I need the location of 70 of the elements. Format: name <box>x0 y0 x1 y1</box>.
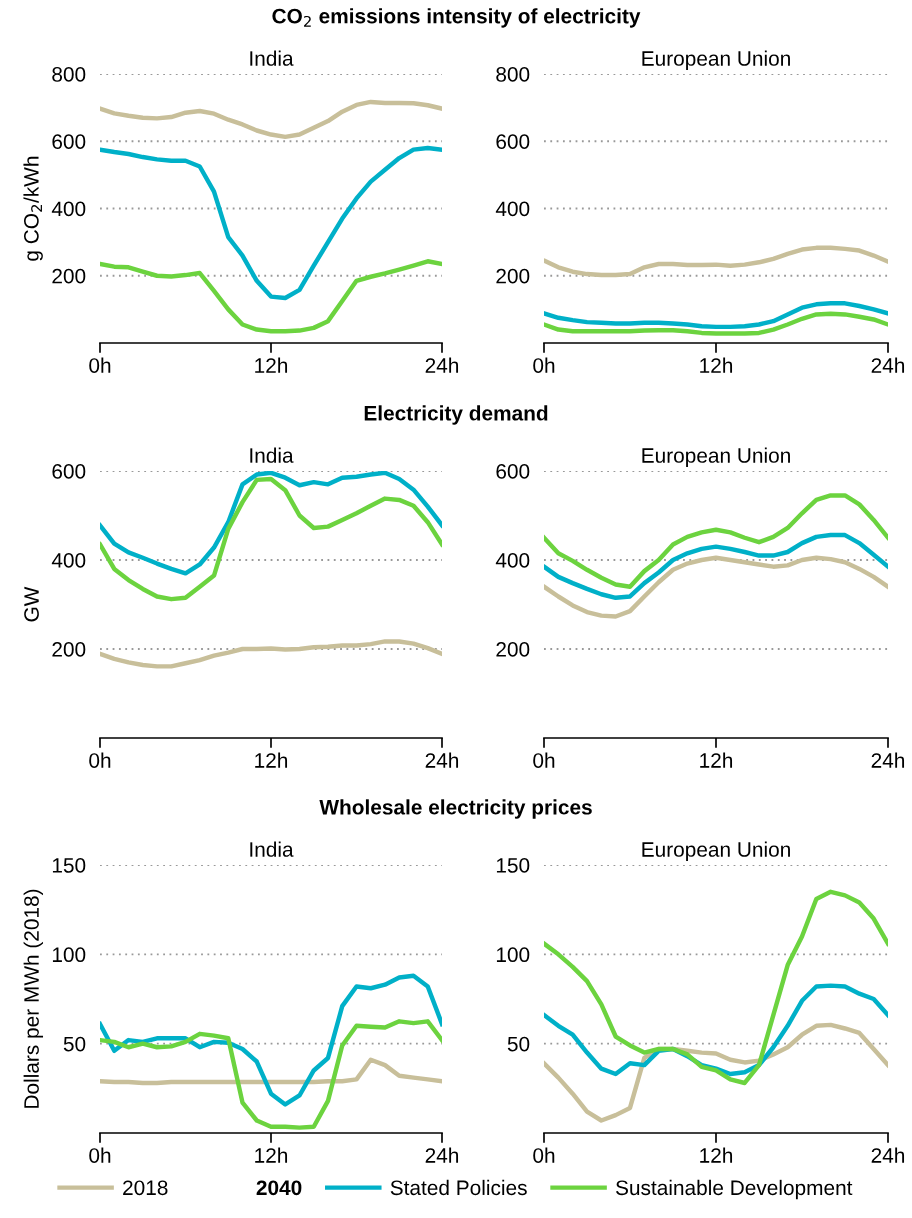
y-tick-label: 50 <box>507 1036 530 1052</box>
x-tick-label: 24h <box>425 1147 459 1163</box>
y-tick-label: 600 <box>496 134 530 149</box>
line-series <box>544 311 888 336</box>
line-series <box>100 471 442 576</box>
chart-subtitle: India <box>250 841 294 857</box>
y-tick-label: 800 <box>52 67 86 82</box>
chart-subtitle: India <box>250 50 294 66</box>
y-tick-label: 200 <box>52 268 86 284</box>
line-series <box>100 1057 442 1086</box>
chart-title: Wholesale electricity prices <box>319 799 592 819</box>
y-tick-label: 200 <box>52 642 86 657</box>
line-series <box>100 476 442 602</box>
y-tick-label: 50 <box>63 1036 86 1052</box>
legend-label: Stated Policies <box>390 1179 527 1196</box>
x-tick-label: 0h <box>533 752 555 768</box>
line-series <box>544 532 888 601</box>
line-series <box>100 259 442 334</box>
x-tick-label: 12h <box>700 1147 733 1163</box>
x-tick-label: 0h <box>89 1147 111 1163</box>
y-tick-label: 800 <box>496 67 530 82</box>
y-tick-label: 400 <box>495 553 530 568</box>
y-tick-label: 100 <box>52 947 86 963</box>
y-tick-label: 600 <box>52 464 86 479</box>
y-tick-label: 100 <box>496 947 530 963</box>
x-tick-label: 24h <box>871 357 905 373</box>
x-tick-label: 12h <box>700 752 733 768</box>
y-tick-label: 400 <box>51 201 86 217</box>
line-series <box>544 493 888 589</box>
y-axis-title: Dollars per MWh (2018) <box>23 889 44 1108</box>
legend-label: 2018 <box>123 1180 168 1196</box>
x-tick-label: 24h <box>425 357 459 373</box>
legend-label: Sustainable Development <box>615 1179 853 1200</box>
x-tick-label: 24h <box>871 1147 905 1163</box>
chart-subtitle: European Union <box>642 50 790 70</box>
y-axis-title: GW <box>24 586 39 622</box>
y-tick-label: 200 <box>496 642 530 657</box>
x-tick-label: 12h <box>255 357 288 373</box>
y-axis-title: g CO$_{2}$/kWh <box>23 156 43 261</box>
x-tick-label: 0h <box>89 752 111 768</box>
y-tick-label: 200 <box>496 268 530 284</box>
chart-subtitle: India <box>250 447 294 463</box>
y-tick-label: 150 <box>52 858 86 873</box>
x-tick-label: 12h <box>255 1147 288 1163</box>
text: 2040 <box>256 1180 302 1196</box>
line-series <box>544 889 888 1086</box>
x-tick-label: 12h <box>255 752 288 768</box>
chart-subtitle: European Union <box>642 841 790 861</box>
y-tick-label: 600 <box>496 464 530 479</box>
x-tick-label: 0h <box>533 1147 555 1163</box>
line-series <box>100 1019 442 1130</box>
line-series <box>544 245 888 278</box>
line-series <box>544 555 888 619</box>
x-tick-label: 24h <box>425 752 459 768</box>
chart-subtitle: European Union <box>642 447 790 467</box>
y-tick-label: 600 <box>52 134 86 149</box>
x-tick-label: 0h <box>89 357 111 373</box>
x-tick-label: 24h <box>871 752 905 768</box>
y-tick-label: 400 <box>51 553 86 568</box>
x-tick-label: 12h <box>700 357 733 373</box>
x-tick-label: 0h <box>533 357 555 373</box>
y-tick-label: 400 <box>495 201 530 217</box>
chart-title: Electricity demand <box>364 405 548 425</box>
line-series <box>544 301 888 330</box>
line-series <box>100 639 442 669</box>
y-tick-label: 150 <box>496 858 530 873</box>
line-series <box>100 973 442 1107</box>
line-series <box>100 99 442 140</box>
line-series <box>100 145 442 301</box>
chart-title: CO$_{2}$ emissions intensity of electricity <box>272 8 641 28</box>
